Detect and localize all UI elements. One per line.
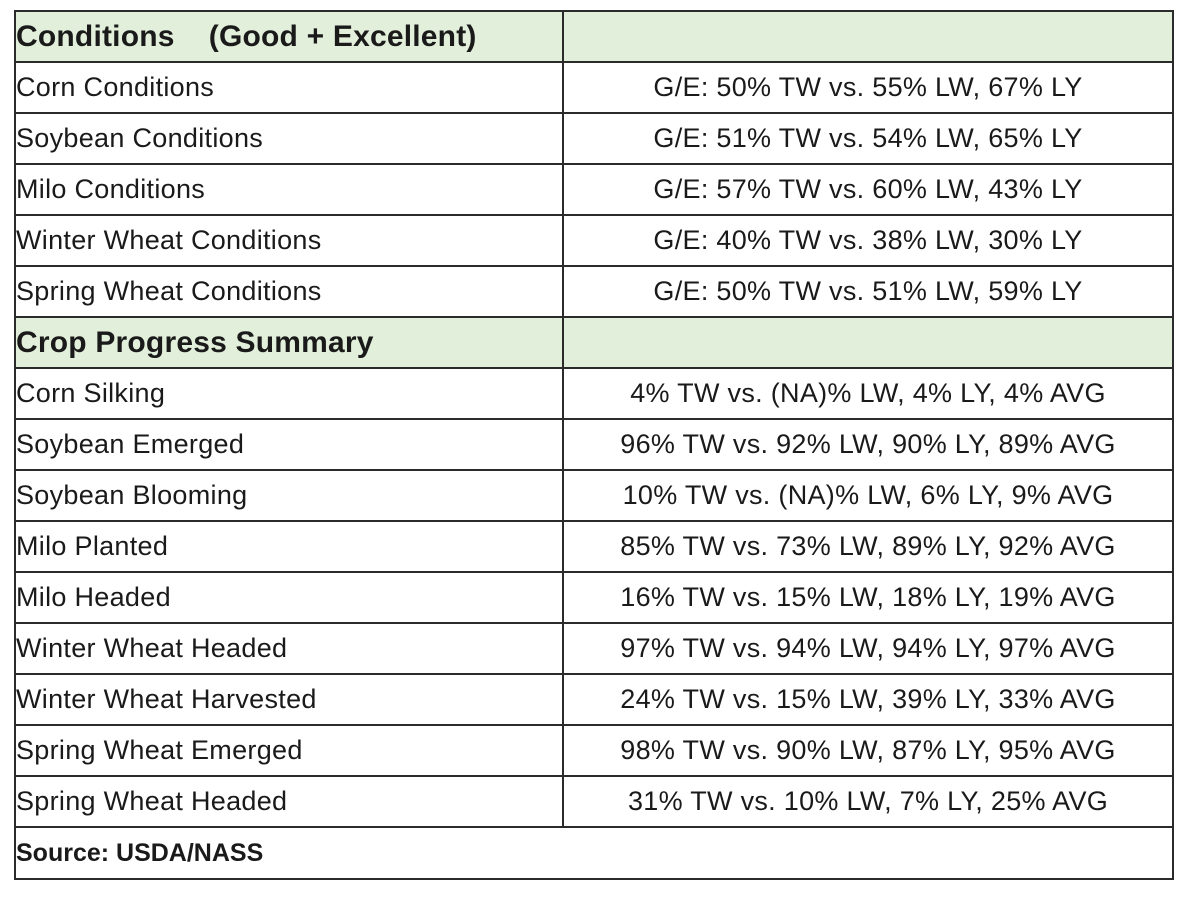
- row-value: G/E: 50% TW vs. 55% LW, 67% LY: [562, 61, 1174, 114]
- table-row: Soybean Conditions G/E: 51% TW vs. 54% L…: [14, 112, 1174, 165]
- table-row: Corn Silking 4% TW vs. (NA)% LW, 4% LY, …: [14, 367, 1174, 420]
- conditions-header-empty-cell: [562, 10, 1174, 63]
- progress-header-row: Crop Progress Summary: [14, 316, 1174, 369]
- table-row: Milo Conditions G/E: 57% TW vs. 60% LW, …: [14, 163, 1174, 216]
- table-row: Milo Headed 16% TW vs. 15% LW, 18% LY, 1…: [14, 571, 1174, 624]
- row-label: Winter Wheat Headed: [14, 622, 564, 675]
- table-row: Spring Wheat Headed 31% TW vs. 10% LW, 7…: [14, 775, 1174, 828]
- source-note: Source: USDA/NASS: [14, 826, 1174, 880]
- table-row: Corn Conditions G/E: 50% TW vs. 55% LW, …: [14, 61, 1174, 114]
- row-value: 10% TW vs. (NA)% LW, 6% LY, 9% AVG: [562, 469, 1174, 522]
- table-row: Soybean Blooming 10% TW vs. (NA)% LW, 6%…: [14, 469, 1174, 522]
- row-value: G/E: 51% TW vs. 54% LW, 65% LY: [562, 112, 1174, 165]
- row-value: 96% TW vs. 92% LW, 90% LY, 89% AVG: [562, 418, 1174, 471]
- row-value: 4% TW vs. (NA)% LW, 4% LY, 4% AVG: [562, 367, 1174, 420]
- row-label: Corn Silking: [14, 367, 564, 420]
- row-label: Soybean Conditions: [14, 112, 564, 165]
- table-row: Winter Wheat Headed 97% TW vs. 94% LW, 9…: [14, 622, 1174, 675]
- row-value: G/E: 50% TW vs. 51% LW, 59% LY: [562, 265, 1174, 318]
- conditions-header-row: Conditions (Good + Excellent): [14, 10, 1174, 63]
- row-value: 85% TW vs. 73% LW, 89% LY, 92% AVG: [562, 520, 1174, 573]
- row-label: Milo Headed: [14, 571, 564, 624]
- progress-header-empty-cell: [562, 316, 1174, 369]
- row-label: Spring Wheat Emerged: [14, 724, 564, 777]
- row-label: Spring Wheat Headed: [14, 775, 564, 828]
- row-label: Spring Wheat Conditions: [14, 265, 564, 318]
- row-value: 24% TW vs. 15% LW, 39% LY, 33% AVG: [562, 673, 1174, 726]
- row-label: Milo Planted: [14, 520, 564, 573]
- row-label: Milo Conditions: [14, 163, 564, 216]
- row-value: 98% TW vs. 90% LW, 87% LY, 95% AVG: [562, 724, 1174, 777]
- conditions-section-title: Conditions (Good + Excellent): [14, 10, 564, 63]
- row-value: 97% TW vs. 94% LW, 94% LY, 97% AVG: [562, 622, 1174, 675]
- row-value: 16% TW vs. 15% LW, 18% LY, 19% AVG: [562, 571, 1174, 624]
- row-label: Corn Conditions: [14, 61, 564, 114]
- row-value: 31% TW vs. 10% LW, 7% LY, 25% AVG: [562, 775, 1174, 828]
- table-row: Milo Planted 85% TW vs. 73% LW, 89% LY, …: [14, 520, 1174, 573]
- row-label: Soybean Blooming: [14, 469, 564, 522]
- row-label: Winter Wheat Conditions: [14, 214, 564, 267]
- table-row: Winter Wheat Harvested 24% TW vs. 15% LW…: [14, 673, 1174, 726]
- table-row: Soybean Emerged 96% TW vs. 92% LW, 90% L…: [14, 418, 1174, 471]
- row-value: G/E: 57% TW vs. 60% LW, 43% LY: [562, 163, 1174, 216]
- source-row: Source: USDA/NASS: [14, 826, 1174, 880]
- row-value: G/E: 40% TW vs. 38% LW, 30% LY: [562, 214, 1174, 267]
- row-label: Soybean Emerged: [14, 418, 564, 471]
- table-row: Spring Wheat Conditions G/E: 50% TW vs. …: [14, 265, 1174, 318]
- progress-section-title: Crop Progress Summary: [14, 316, 564, 369]
- table-row: Spring Wheat Emerged 98% TW vs. 90% LW, …: [14, 724, 1174, 777]
- row-label: Winter Wheat Harvested: [14, 673, 564, 726]
- crop-report-table: Conditions (Good + Excellent) Corn Condi…: [14, 10, 1174, 880]
- table-row: Winter Wheat Conditions G/E: 40% TW vs. …: [14, 214, 1174, 267]
